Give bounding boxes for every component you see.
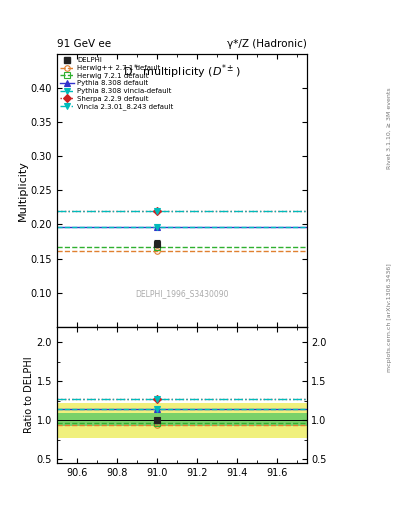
Text: γ*/Z (Hadronic): γ*/Z (Hadronic) [227, 38, 307, 49]
Bar [57, 413, 307, 426]
Legend: DELPHI, Herwig++ 2.7.1 default, Herwig 7.2.1 default, Pythia 8.308 default, Pyth: DELPHI, Herwig++ 2.7.1 default, Herwig 7… [59, 56, 175, 112]
Text: 91 GeV ee: 91 GeV ee [57, 38, 111, 49]
Text: D$^*$ multiplicity ($D^{*\pm}$): D$^*$ multiplicity ($D^{*\pm}$) [123, 62, 241, 80]
Text: DELPHI_1996_S3430090: DELPHI_1996_S3430090 [135, 290, 228, 298]
Text: Rivet 3.1.10, ≥ 3M events: Rivet 3.1.10, ≥ 3M events [387, 87, 392, 169]
Y-axis label: Ratio to DELPHI: Ratio to DELPHI [24, 357, 34, 433]
Y-axis label: Multiplicity: Multiplicity [18, 160, 28, 221]
Text: mcplots.cern.ch [arXiv:1306.3436]: mcplots.cern.ch [arXiv:1306.3436] [387, 263, 392, 372]
Bar [57, 403, 307, 438]
